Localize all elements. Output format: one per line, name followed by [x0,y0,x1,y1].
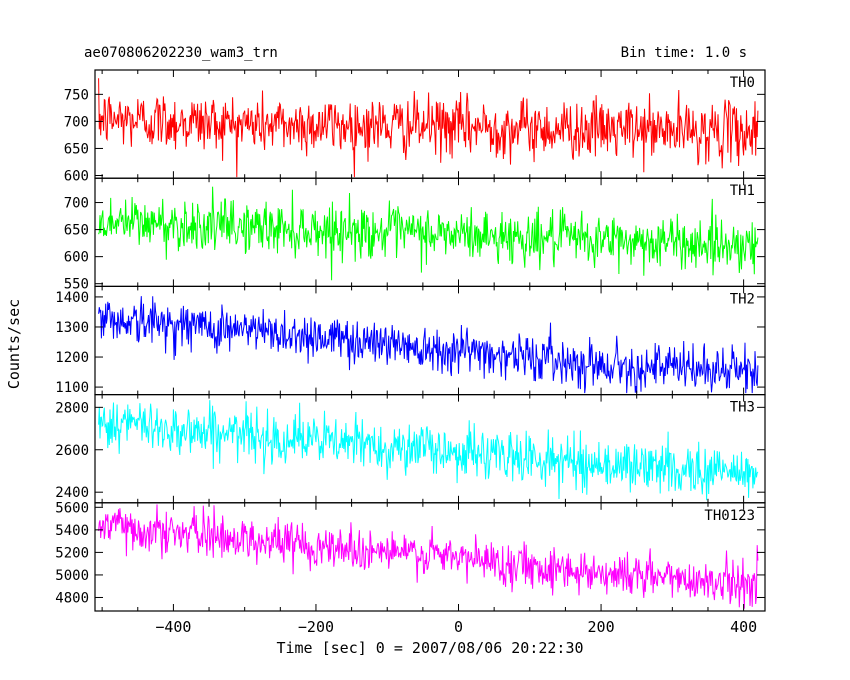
y-tick-label: 2400 [55,485,89,501]
panel-frame [94,394,766,504]
y-tick-label: 600 [64,250,89,266]
panel-label-th1: TH1 [730,183,755,199]
series-th2 [98,296,759,394]
panel-label-th0123: TH0123 [704,508,755,524]
y-tick-label: 5000 [55,568,89,584]
y-tick-label: 2800 [55,400,89,416]
y-tick-label: 700 [64,114,89,130]
series-th1 [98,186,759,281]
panel-frame [94,502,766,612]
y-tick-label: 600 [64,168,89,184]
y-tick-label: 5200 [55,545,89,561]
x-tick-label: 400 [730,618,757,636]
y-tick-label: 650 [64,141,89,157]
panel-th2: 1100 1200 1300 1400 TH2 [55,285,766,396]
x-tick-label: 0 [454,618,463,636]
panel-label-th0: TH0 [730,75,755,91]
y-tick-label: 5600 [55,500,89,516]
y-tick-label: 650 [64,223,89,239]
x-tick-label: 200 [588,618,615,636]
series-th0123 [98,504,759,609]
panel-label-th2: TH2 [730,291,755,307]
y-axis-label: Counts/sec [5,298,23,390]
panel-th0: 600 650 700 750 TH0 [64,69,766,184]
y-tick-label: 1100 [55,380,89,396]
y-tick-label: 2600 [55,443,89,459]
y-tick-label: 4800 [55,590,89,606]
panels-group: 600 650 700 750 TH0 550 600 650 700 TH1 1100 1200 13… [55,69,766,612]
y-tick-label: 550 [64,277,89,293]
bin-time-label: Bin time: 1.0 s [620,45,747,61]
y-tick-label: 700 [64,196,89,212]
panel-frame [94,69,766,179]
x-tick-label: −200 [298,618,334,636]
y-tick-label: 5400 [55,523,89,539]
panel-th3: 2400 2600 2800 TH3 [55,394,766,504]
panel-th0123: 4800 5000 5200 5400 5600 TH0123 [55,500,766,612]
x-tick-label: −400 [155,618,191,636]
y-tick-label: 1200 [55,350,89,366]
y-tick-label: 1300 [55,320,89,336]
chart-title: ae070806202230_wam3_trn [84,45,278,61]
x-axis-label: Time [sec] 0 = 2007/08/06 20:22:30 [276,639,584,657]
series-th3 [98,400,759,501]
y-tick-label: 750 [64,87,89,103]
x-axis: −400 −200 0 200 400 [155,618,757,636]
y-tick-label: 1400 [55,290,89,306]
panel-th1: 550 600 650 700 TH1 [64,177,766,293]
series-th0 [98,78,759,178]
panel-label-th3: TH3 [730,400,755,416]
